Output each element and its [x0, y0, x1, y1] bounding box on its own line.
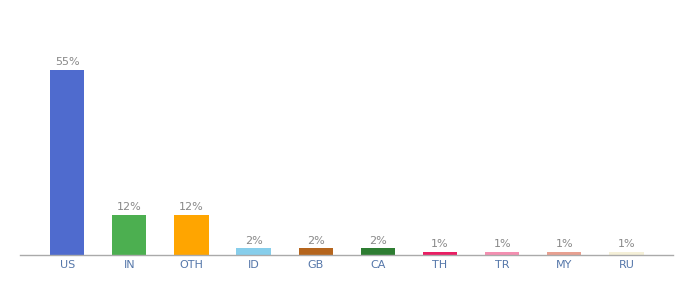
Text: 2%: 2%: [369, 236, 387, 246]
Bar: [112, 214, 146, 255]
Text: 12%: 12%: [117, 202, 141, 212]
Bar: [609, 252, 643, 255]
Text: 2%: 2%: [307, 236, 324, 246]
Text: 1%: 1%: [617, 239, 635, 249]
Bar: [485, 252, 520, 255]
Text: 1%: 1%: [431, 239, 449, 249]
Text: 1%: 1%: [494, 239, 511, 249]
Text: 12%: 12%: [179, 202, 204, 212]
Bar: [547, 252, 581, 255]
Text: 1%: 1%: [556, 239, 573, 249]
Bar: [299, 248, 333, 255]
Bar: [174, 214, 209, 255]
Bar: [423, 252, 457, 255]
Bar: [50, 70, 84, 255]
Bar: [237, 248, 271, 255]
Text: 2%: 2%: [245, 236, 262, 246]
Text: 55%: 55%: [55, 57, 80, 67]
Bar: [361, 248, 395, 255]
